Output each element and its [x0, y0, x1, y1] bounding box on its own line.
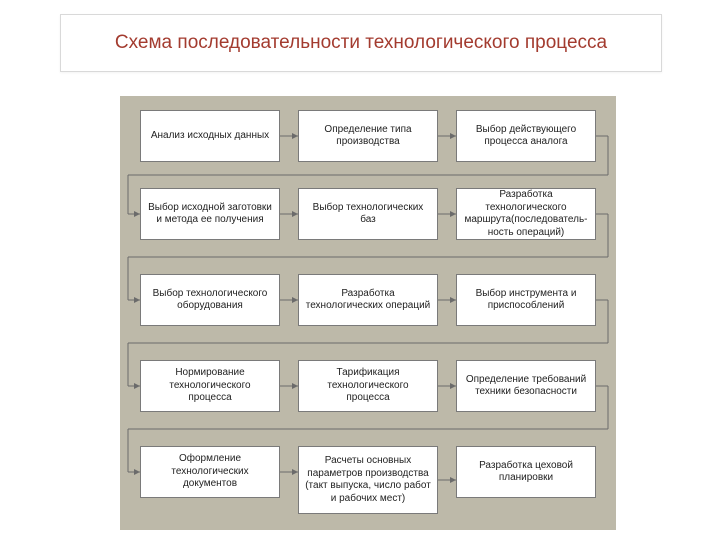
flowchart-node: Нормирование технологического процесса — [140, 360, 280, 412]
flowchart-node-label: Нормирование технологического процесса — [147, 367, 273, 405]
flowchart-node-label: Выбор исходной заготовки и метода ее пол… — [147, 202, 273, 227]
flowchart-node-label: Выбор технологических баз — [305, 202, 431, 227]
flowchart-node: Разработка технологического маршрута(пос… — [456, 188, 596, 240]
flowchart-node-label: Определение типа производства — [305, 124, 431, 149]
flowchart-node: Выбор исходной заготовки и метода ее пол… — [140, 188, 280, 240]
flowchart-node: Тарификация технологического процесса — [298, 360, 438, 412]
flowchart-node: Выбор инструмента и приспособлений — [456, 274, 596, 326]
flowchart-node-label: Разработка технологических операций — [305, 288, 431, 313]
flowchart-node: Разработка цеховой планировки — [456, 446, 596, 498]
flowchart-node-label: Выбор инструмента и приспособлений — [463, 288, 589, 313]
flowchart-node-label: Разработка цеховой планировки — [463, 460, 589, 485]
flowchart-node: Разработка технологических операций — [298, 274, 438, 326]
flowchart-node-label: Выбор технологического оборудования — [147, 288, 273, 313]
flowchart-node-label: Расчеты основных параметров производства… — [305, 455, 431, 505]
flowchart-node-label: Анализ исходных данных — [151, 130, 269, 143]
flowchart-node: Расчеты основных параметров производства… — [298, 446, 438, 514]
title-box: Схема последовательности технологическог… — [60, 14, 662, 72]
flowchart-node-label: Разработка технологического маршрута(пос… — [463, 189, 589, 239]
flowchart-node: Анализ исходных данных — [140, 110, 280, 162]
flowchart-node: Выбор действующего процесса аналога — [456, 110, 596, 162]
flowchart-area: Анализ исходных данных Определение типа п… — [120, 96, 616, 530]
flowchart-node: Оформление технологических документов — [140, 446, 280, 498]
flowchart-node-label: Определение требований техники безопасно… — [463, 374, 589, 399]
flowchart-node: Выбор технологических баз — [298, 188, 438, 240]
flowchart-node-label: Оформление технологических документов — [147, 453, 273, 491]
flowchart-node: Определение требований техники безопасно… — [456, 360, 596, 412]
flowchart-node-label: Тарификация технологического процесса — [305, 367, 431, 405]
flowchart-node: Определение типа производства — [298, 110, 438, 162]
flowchart-node: Выбор технологического оборудования — [140, 274, 280, 326]
flowchart-node-label: Выбор действующего процесса аналога — [463, 124, 589, 149]
slide: Схема последовательности технологическог… — [0, 0, 720, 540]
page-title: Схема последовательности технологическог… — [115, 32, 607, 54]
